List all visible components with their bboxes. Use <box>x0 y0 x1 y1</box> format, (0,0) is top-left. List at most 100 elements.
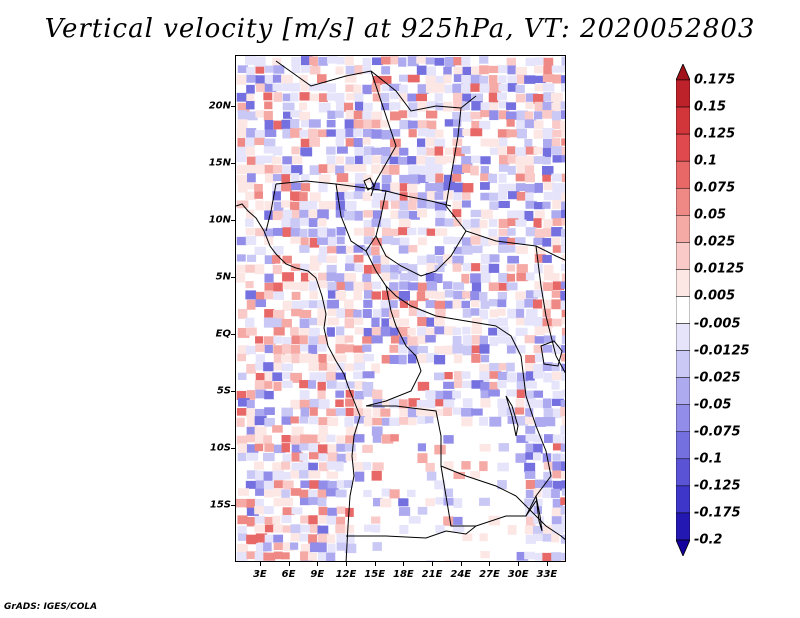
field-cell <box>381 354 393 364</box>
field-cell <box>353 434 365 443</box>
field-cell <box>561 218 565 226</box>
field-cell <box>561 488 565 496</box>
field-cell <box>282 102 295 111</box>
field-cell <box>425 462 435 472</box>
field-cell <box>417 317 429 327</box>
field-cell <box>327 56 338 64</box>
field-cell <box>281 119 293 129</box>
field-cell <box>336 308 347 318</box>
lake-chad <box>363 177 375 191</box>
field-cell <box>272 183 282 194</box>
field-cell <box>416 93 428 102</box>
field-cell <box>434 345 445 355</box>
field-cell <box>434 300 447 310</box>
field-cell <box>452 524 465 533</box>
field-cell <box>489 83 502 93</box>
field-cell <box>453 57 465 66</box>
field-cell <box>488 65 499 74</box>
field-cell <box>444 84 454 94</box>
field-cell <box>507 255 520 264</box>
field-cell <box>264 173 276 183</box>
field-cell <box>497 380 507 389</box>
field-cell <box>453 498 463 508</box>
field-cell <box>506 102 517 110</box>
field-cell <box>263 552 276 561</box>
field-cell <box>273 120 284 130</box>
field-cell <box>263 471 273 481</box>
field-cell <box>435 218 445 227</box>
field-cell <box>498 408 509 417</box>
field-cell <box>551 552 562 561</box>
field-cell <box>344 344 355 353</box>
field-cell <box>362 309 372 318</box>
field-cell <box>434 326 446 335</box>
field-cell <box>354 183 365 193</box>
field-cell <box>273 524 283 533</box>
field-cell <box>516 264 528 274</box>
field-cell <box>362 273 372 283</box>
field-cell <box>515 156 525 167</box>
field-cell <box>488 92 499 103</box>
field-cell <box>345 426 358 436</box>
field-cell <box>246 299 256 310</box>
field-cell <box>515 93 526 103</box>
colorbar-label: 0.1 <box>694 153 718 169</box>
field-cell <box>264 120 274 130</box>
field-cell <box>327 228 336 239</box>
field-cell <box>435 210 446 219</box>
field-cell <box>237 308 248 319</box>
field-cell <box>254 461 264 470</box>
field-cell <box>461 101 470 111</box>
field-cell <box>444 326 457 336</box>
colorbar-label: 0.025 <box>694 234 736 250</box>
field-cell <box>407 272 419 281</box>
field-cell <box>273 362 284 371</box>
field-cell <box>479 416 488 426</box>
field-cell <box>292 561 303 562</box>
field-cell <box>245 101 255 110</box>
field-cell <box>453 147 465 157</box>
field-cell <box>434 146 444 157</box>
field-cell <box>245 281 254 289</box>
field-cell <box>542 344 554 353</box>
field-cell <box>246 408 257 419</box>
field-cell <box>327 507 338 517</box>
field-cell <box>344 299 354 309</box>
field-cell <box>444 218 456 227</box>
field-cell <box>281 363 294 372</box>
field-cell <box>561 273 565 284</box>
field-cell <box>389 309 400 318</box>
field-cell <box>542 128 555 138</box>
field-cell <box>515 173 528 182</box>
colorbar-segment <box>676 404 690 433</box>
field-cell <box>281 515 292 524</box>
field-cell <box>273 444 286 454</box>
field-cell <box>533 156 546 164</box>
colorbar-label: -0.125 <box>694 478 741 494</box>
field-cell <box>273 488 284 497</box>
field-cell <box>524 362 535 373</box>
field-cell <box>282 165 293 175</box>
field-cell <box>264 138 276 149</box>
field-cell <box>497 146 507 156</box>
field-cell <box>354 147 366 156</box>
field-cell <box>525 516 536 527</box>
field-cell <box>399 416 409 425</box>
field-cell <box>453 290 466 300</box>
field-cell <box>489 192 499 201</box>
field-cell <box>299 353 312 363</box>
field-cell <box>453 471 465 480</box>
field-cell <box>561 435 565 446</box>
lake-tanganyika <box>505 395 519 437</box>
field-cell <box>317 308 326 319</box>
field-cell <box>551 210 563 219</box>
field-cell <box>362 128 375 139</box>
grads-credit: GrADS: IGES/COLA <box>4 602 98 612</box>
field-cell <box>444 57 456 67</box>
field-cell <box>470 165 479 176</box>
colorbar-segment <box>676 296 690 324</box>
field-cell <box>453 282 465 290</box>
longitude-label: 27E <box>479 569 500 580</box>
field-cell <box>426 408 438 418</box>
field-cell <box>363 282 372 292</box>
